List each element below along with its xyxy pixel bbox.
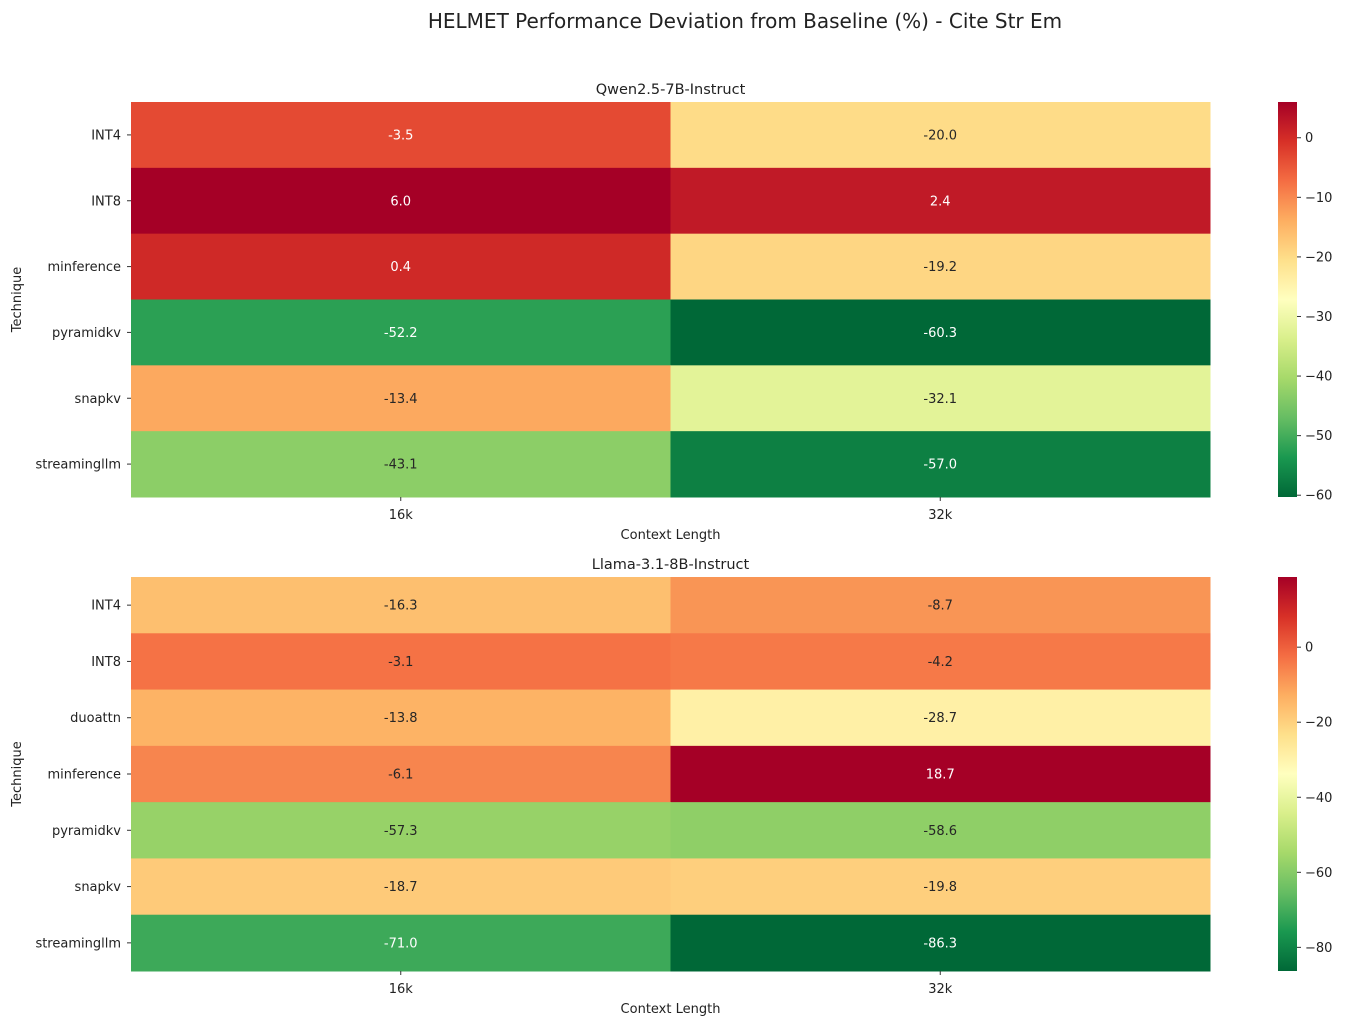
x-tick-label: 32k [928,508,953,523]
cell-value-label: -19.8 [923,880,957,895]
heatmap-cell [131,431,671,498]
cell-value-label: -20.0 [923,128,957,143]
y-tick-label: pyramidkv [52,326,121,341]
cell-value-label: -57.0 [923,458,957,473]
heatmap-cell [670,745,1211,803]
colorbar-tick-label: −40 [1305,370,1332,385]
cell-value-label: -58.6 [923,824,957,839]
heatmap-cell [131,365,671,432]
panel-title: Llama-3.1-8B-Instruct [592,557,750,573]
cell-value-label: -52.2 [384,326,418,341]
y-tick-label: INT4 [91,128,121,143]
y-tick-label: streamingllm [35,458,121,473]
cell-value-label: -71.0 [384,936,418,951]
cell-value-label: -6.1 [388,768,413,783]
colorbar-tick-label: −40 [1305,791,1332,806]
y-tick-label: INT8 [91,655,121,670]
colorbar-tick-label: 0 [1305,641,1313,656]
cell-value-label: -16.3 [384,599,418,614]
y-tick-label: pyramidkv [52,824,121,839]
cell-value-label: -86.3 [923,936,957,951]
heatmap-cell [670,633,1211,691]
cell-value-label: -32.1 [923,392,957,407]
cell-value-label: -19.2 [923,260,957,275]
y-axis-label: Technique [10,267,25,333]
panel-title: Qwen2.5-7B-Instruct [596,82,746,98]
heatmap-cell [131,299,671,366]
colorbar-tick-label: 0 [1305,131,1313,146]
heatmap-cell [670,858,1211,916]
x-tick-label: 32k [928,982,953,997]
cell-value-label: -3.1 [388,655,413,670]
y-tick-label: duoattn [70,711,121,726]
heatmap-cell [670,577,1211,634]
cell-value-label: -4.2 [928,655,953,670]
cell-value-label: -28.7 [923,711,957,726]
cell-value-label: -8.7 [928,599,953,614]
x-axis-label: Context Length [621,528,721,543]
heatmap-cell [131,689,671,747]
colorbar [1278,577,1297,971]
colorbar-tick-label: −60 [1305,489,1332,504]
colorbar-tick-label: −10 [1305,191,1332,206]
cell-value-label: 6.0 [390,194,411,209]
heatmap-cell [131,802,671,859]
cell-value-label: -60.3 [923,326,957,341]
y-tick-label: minference [47,768,121,783]
cell-value-label: -18.7 [384,880,418,895]
cell-value-label: -57.3 [384,824,418,839]
heatmap-cell [670,365,1211,432]
heatmap-cell [131,577,671,634]
y-tick-label: snapkv [75,392,122,407]
heatmap-panel-llama: Llama-3.1-8B-Instruct -16.3 -8.7 -3.1 -4.2 -1… [10,557,1332,1017]
cell-value-label: 18.7 [926,768,955,783]
heatmap-cell [131,233,671,300]
heatmap-cell [131,914,671,972]
colorbar-tick-label: −20 [1305,250,1332,265]
y-tick-label: streamingllm [35,936,121,951]
cell-value-label: 0.4 [390,260,411,275]
colorbar-tick-label: −50 [1305,429,1332,444]
colorbar-tick-label: −80 [1305,941,1332,956]
cell-value-label: 2.4 [930,194,951,209]
heatmap-cell [131,745,671,803]
cell-value-label: -13.8 [384,711,418,726]
y-axis-label: Technique [10,741,25,807]
heatmap-cell [670,299,1211,366]
colorbar [1278,102,1297,497]
heatmap-cell [670,431,1211,498]
heatmap-cell [131,633,671,691]
heatmap-cell [670,102,1211,169]
cell-value-label: -3.5 [388,128,413,143]
x-tick-label: 16k [389,508,414,523]
cell-value-label: -43.1 [384,458,418,473]
x-tick-label: 16k [389,982,414,997]
heatmap-cell [131,102,671,169]
heatmap-cell [670,914,1211,972]
x-axis-label: Context Length [621,1002,721,1017]
colorbar-tick-label: −60 [1305,866,1332,881]
y-tick-label: INT8 [91,194,121,209]
heatmap-cell [670,689,1211,747]
heatmap-cell [131,167,671,235]
cell-value-label: -13.4 [384,392,418,407]
heatmap-cell [670,233,1211,300]
y-tick-label: minference [47,260,121,275]
figure-suptitle: HELMET Performance Deviation from Baseli… [428,9,1062,33]
heatmap-panel-qwen: Qwen2.5-7B-Instruct -3.5 -20.0 6.0 2.4 0.4 -19… [10,82,1332,543]
y-tick-label: snapkv [75,880,122,895]
heatmap-cell [131,858,671,916]
colorbar-tick-label: −30 [1305,310,1332,325]
heatmap-cell [670,167,1211,235]
heatmap-cell [670,802,1211,859]
y-tick-label: INT4 [91,599,121,614]
colorbar-tick-label: −20 [1305,716,1332,731]
